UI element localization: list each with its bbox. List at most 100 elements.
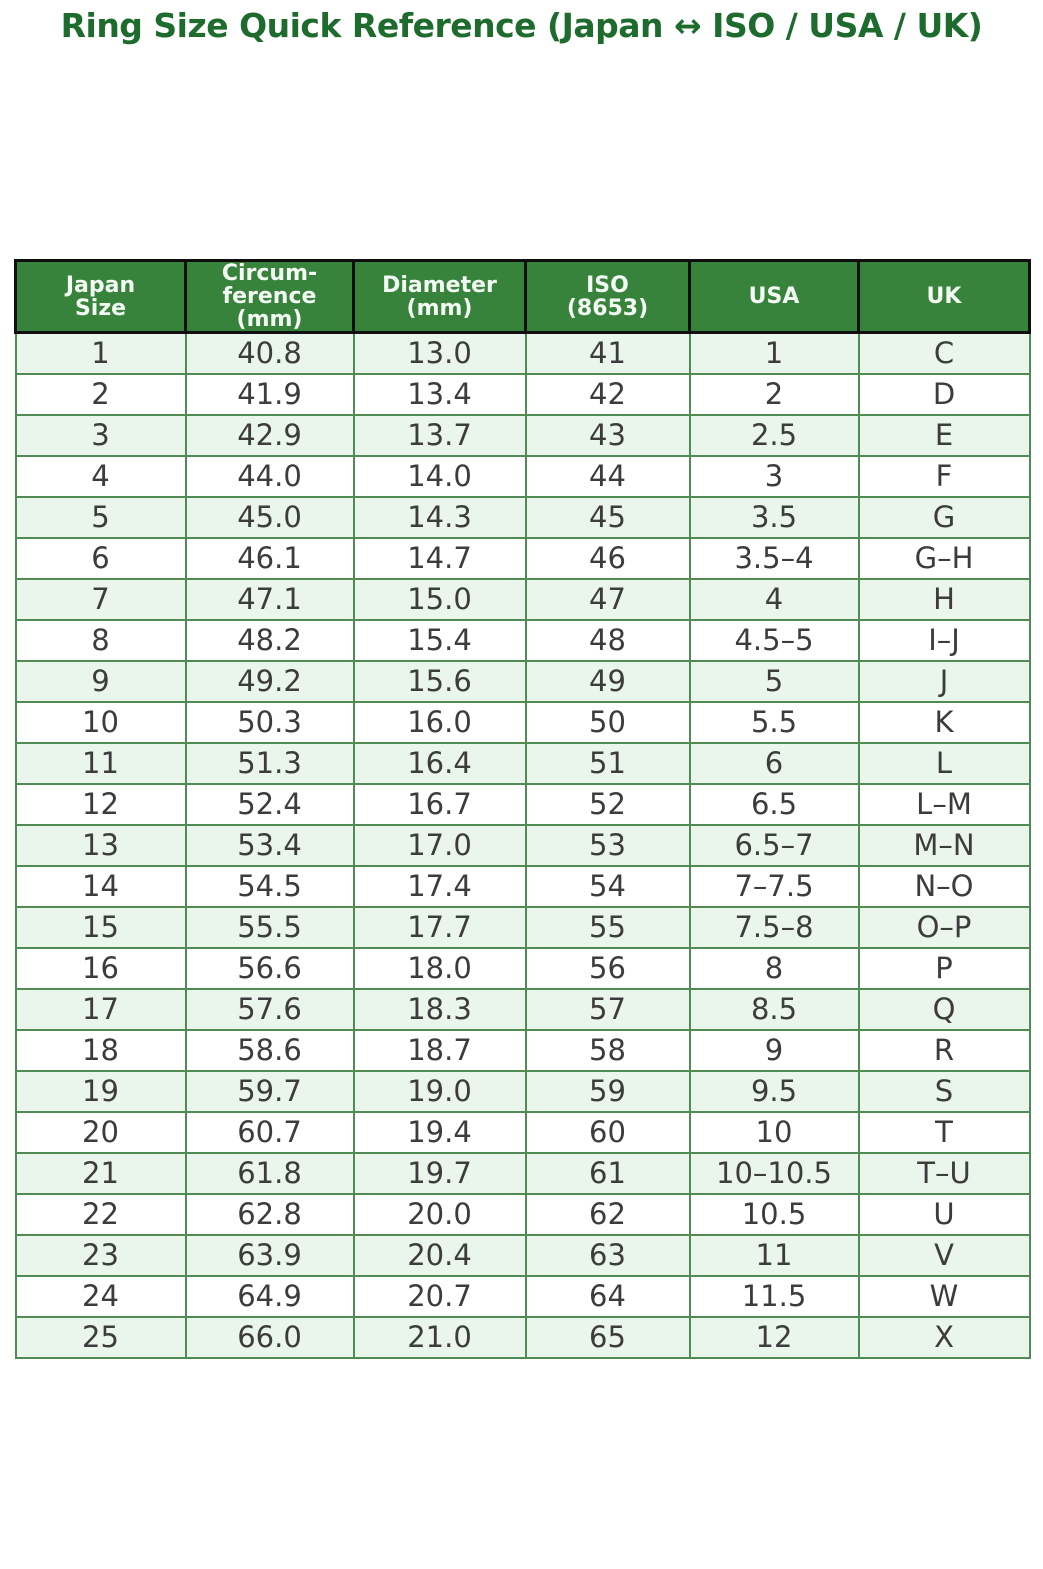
- table-cell: 12: [14, 783, 187, 826]
- table-cell: 57: [524, 988, 691, 1031]
- table-cell: 42: [524, 373, 691, 416]
- table-cell: 3.5–4: [688, 537, 860, 580]
- table-cell: 4: [688, 578, 860, 621]
- table-cell: 59: [524, 1070, 691, 1113]
- table-cell: 16.7: [352, 783, 527, 826]
- table-row: 23 63.9 20.4 63 11 V: [14, 1234, 1031, 1277]
- table-cell: 6.5–7: [688, 824, 860, 867]
- table-cell: 63: [524, 1234, 691, 1277]
- table-cell: D: [857, 373, 1031, 416]
- table-cell: 51: [524, 742, 691, 785]
- table-cell: 15: [14, 906, 187, 949]
- table-cell: 63.9: [184, 1234, 355, 1277]
- table-cell: 52: [524, 783, 691, 826]
- table-cell: 7: [14, 578, 187, 621]
- table-cell: 56: [524, 947, 691, 990]
- table-row: 14 54.5 17.4 54 7–7.5 N–O: [14, 865, 1031, 908]
- table-cell: 8: [688, 947, 860, 990]
- table-cell: G: [857, 496, 1031, 539]
- table-cell: 48: [524, 619, 691, 662]
- table-cell: 12: [688, 1316, 860, 1359]
- table-cell: 61: [524, 1152, 691, 1195]
- header-row: Japan Size Circum- ference (mm) Diameter…: [14, 259, 1031, 334]
- table-cell: 21.0: [352, 1316, 527, 1359]
- table-cell: 8: [14, 619, 187, 662]
- table-cell: M–N: [857, 824, 1031, 867]
- table-row: 13 53.4 17.0 53 6.5–7 M–N: [14, 824, 1031, 867]
- table-cell: 52.4: [184, 783, 355, 826]
- table-cell: 5: [688, 660, 860, 703]
- table-cell: 7.5–8: [688, 906, 860, 949]
- table-cell: G–H: [857, 537, 1031, 580]
- table-row: 2 41.9 13.4 42 2 D: [14, 373, 1031, 416]
- table-cell: 57.6: [184, 988, 355, 1031]
- table-cell: 62: [524, 1193, 691, 1236]
- table-cell: 15.0: [352, 578, 527, 621]
- table-cell: 55.5: [184, 906, 355, 949]
- table-cell: 2: [14, 373, 187, 416]
- table-cell: 14.0: [352, 455, 527, 498]
- table-cell: 17.4: [352, 865, 527, 908]
- table-cell: 40.8: [184, 331, 355, 375]
- table-cell: 9.5: [688, 1070, 860, 1113]
- table-cell: 53: [524, 824, 691, 867]
- table-cell: 14: [14, 865, 187, 908]
- table-cell: 11.5: [688, 1275, 860, 1318]
- table-cell: N–O: [857, 865, 1031, 908]
- table-cell: 19: [14, 1070, 187, 1113]
- table-cell: 25: [14, 1316, 187, 1359]
- table-cell: 22: [14, 1193, 187, 1236]
- table-cell: 3.5: [688, 496, 860, 539]
- table-cell: V: [857, 1234, 1031, 1277]
- table-cell: 16.4: [352, 742, 527, 785]
- table-row: 11 51.3 16.4 51 6 L: [14, 742, 1031, 785]
- table-cell: 9: [14, 660, 187, 703]
- table-cell: 19.7: [352, 1152, 527, 1195]
- table-cell: 45.0: [184, 496, 355, 539]
- table-row: 5 45.0 14.3 45 3.5 G: [14, 496, 1031, 539]
- table-cell: 11: [14, 742, 187, 785]
- header-japan-size: Japan Size: [14, 259, 187, 334]
- table-cell: T: [857, 1111, 1031, 1154]
- table-cell: 55: [524, 906, 691, 949]
- table-cell: 5: [14, 496, 187, 539]
- table-cell: 45: [524, 496, 691, 539]
- table-cell: 14.3: [352, 496, 527, 539]
- table-cell: 18.3: [352, 988, 527, 1031]
- table-cell: 3: [14, 414, 187, 457]
- table-row: 3 42.9 13.7 43 2.5 E: [14, 414, 1031, 457]
- table-cell: 54.5: [184, 865, 355, 908]
- table-body: 1 40.8 13.0 41 1 C 2 41.9 13.4 42 2 D 3 42.9 13.7 43 2.5…: [14, 331, 1031, 1359]
- table-cell: 6: [688, 742, 860, 785]
- table-cell: 20.0: [352, 1193, 527, 1236]
- table-cell: 58.6: [184, 1029, 355, 1072]
- table-cell: 1: [688, 331, 860, 375]
- table-cell: 8.5: [688, 988, 860, 1031]
- table-cell: 64.9: [184, 1275, 355, 1318]
- table-cell: 15.6: [352, 660, 527, 703]
- table-cell: 20: [14, 1111, 187, 1154]
- table-cell: Q: [857, 988, 1031, 1031]
- table-cell: 43: [524, 414, 691, 457]
- table-row: 17 57.6 18.3 57 8.5 Q: [14, 988, 1031, 1031]
- header-usa: USA: [688, 259, 860, 334]
- table-row: 12 52.4 16.7 52 6.5 L–M: [14, 783, 1031, 826]
- table-cell: 14.7: [352, 537, 527, 580]
- table-cell: 49: [524, 660, 691, 703]
- table-cell: 4.5–5: [688, 619, 860, 662]
- table-cell: 6.5: [688, 783, 860, 826]
- table-cell: S: [857, 1070, 1031, 1113]
- table-row: 7 47.1 15.0 47 4 H: [14, 578, 1031, 621]
- table-cell: 19.0: [352, 1070, 527, 1113]
- table-row: 10 50.3 16.0 50 5.5 K: [14, 701, 1031, 744]
- table-cell: 24: [14, 1275, 187, 1318]
- table-row: 9 49.2 15.6 49 5 J: [14, 660, 1031, 703]
- table-cell: 6: [14, 537, 187, 580]
- table-cell: 56.6: [184, 947, 355, 990]
- table-cell: 44.0: [184, 455, 355, 498]
- table-cell: 17.7: [352, 906, 527, 949]
- table-row: 16 56.6 18.0 56 8 P: [14, 947, 1031, 990]
- table-cell: X: [857, 1316, 1031, 1359]
- header-circumference: Circum- ference (mm): [184, 259, 355, 334]
